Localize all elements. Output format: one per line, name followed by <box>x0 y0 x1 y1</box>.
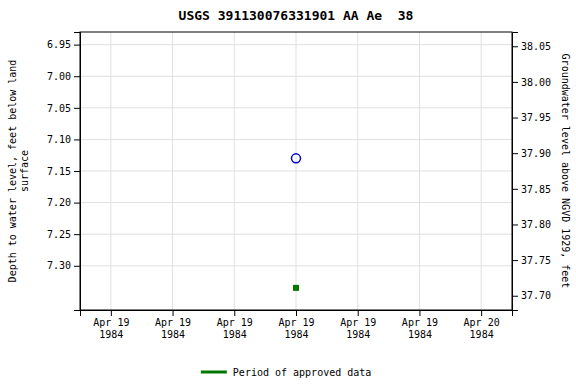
tick-label: 7.05 <box>47 103 71 114</box>
axis-line <box>81 311 513 317</box>
legend-label: Period of approved data <box>233 367 371 378</box>
tick-mark <box>512 296 518 297</box>
tick-label: Apr 191984 <box>402 317 438 340</box>
legend: Period of approved data <box>201 367 371 378</box>
tick: 6.95 <box>47 39 80 50</box>
tick-label: 7.25 <box>47 229 71 240</box>
tick: 7.15 <box>47 166 80 177</box>
tick-label: Apr 191984 <box>217 317 253 340</box>
tick-mark <box>74 139 80 140</box>
grid-line <box>296 32 297 310</box>
x-axis: Apr 191984 Apr 191984 Apr 191984 Apr 191984… <box>81 310 513 340</box>
tick-mark <box>74 203 80 204</box>
tick-mark <box>296 310 297 316</box>
y2-axis: 38.05 38.00 37.95 37.90 37.85 37.80 37.75 37.70 <box>512 33 551 311</box>
tick-mark <box>74 108 80 109</box>
tick-label: 7.20 <box>47 197 71 208</box>
grid-line <box>234 32 235 310</box>
tick: 38.00 <box>512 77 551 88</box>
tick-mark <box>234 310 235 316</box>
tick-label: 6.95 <box>47 39 71 50</box>
y-axis-title: Depth to water level, feet below landsur… <box>7 60 30 283</box>
tick-mark <box>481 310 482 316</box>
tick-mark <box>512 260 518 261</box>
tick: 7.05 <box>47 103 80 114</box>
axis-line <box>513 33 519 311</box>
tick-mark <box>512 153 518 154</box>
tick-label: Apr 191984 <box>340 317 376 340</box>
tick-label: Apr 191984 <box>93 317 129 340</box>
tick-mark <box>512 46 518 47</box>
tick-mark <box>111 310 112 316</box>
tick-label: Apr 191984 <box>155 317 191 340</box>
tick: 7.30 <box>47 260 80 271</box>
tick-mark <box>358 310 359 316</box>
tick: Apr 191984 <box>402 310 438 340</box>
grid-line <box>172 32 173 310</box>
tick: Apr 191984 <box>155 310 191 340</box>
tick-label: 38.05 <box>521 41 551 52</box>
tick-label: 37.95 <box>521 112 551 123</box>
tick-label: Apr 201984 <box>464 317 500 340</box>
tick-label: 7.10 <box>47 134 71 145</box>
point <box>292 154 301 163</box>
tick-mark <box>512 189 518 190</box>
tick-mark <box>74 76 80 77</box>
tick: 7.25 <box>47 229 80 240</box>
marks <box>292 154 301 291</box>
plot: Apr 191984 Apr 191984 Apr 191984 Apr 191984… <box>47 32 551 340</box>
legend-swatch <box>201 371 227 374</box>
tick: 38.05 <box>512 41 551 52</box>
tick: 7.10 <box>47 134 80 145</box>
tick: 37.85 <box>512 184 551 195</box>
axis-line <box>74 33 81 311</box>
tick-label: 37.80 <box>521 219 551 230</box>
grid-line <box>110 32 111 310</box>
tick-mark <box>419 310 420 316</box>
grid-line <box>481 32 482 310</box>
tick: 7.20 <box>47 197 80 208</box>
tick-label: 37.90 <box>521 148 551 159</box>
title: USGS 391130076331901 AA Ae 38 <box>179 8 414 23</box>
grid <box>80 32 512 310</box>
tick: Apr 191984 <box>217 310 253 340</box>
tick-label: 37.85 <box>521 184 551 195</box>
tick: 37.95 <box>512 112 551 123</box>
tick: 37.70 <box>512 290 551 301</box>
tick-mark <box>512 118 518 119</box>
grid-line <box>357 32 358 310</box>
tick: Apr 201984 <box>464 310 500 340</box>
tick-label: 37.70 <box>521 290 551 301</box>
tick: 37.80 <box>512 219 551 230</box>
chart: Apr 191984 Apr 191984 Apr 191984 Apr 191984… <box>0 0 576 384</box>
tick-mark <box>74 45 80 46</box>
tick-label: 38.00 <box>521 77 551 88</box>
tick: 37.75 <box>512 255 551 266</box>
tick-label: Apr 191984 <box>278 317 314 340</box>
tick: Apr 191984 <box>93 310 129 340</box>
tick-label: 7.15 <box>47 166 71 177</box>
tick-mark <box>512 82 518 83</box>
y2-axis-title: Groundwater level above NGVD 1929, feet <box>560 54 571 289</box>
tick-label: 37.75 <box>521 255 551 266</box>
tick-label: 7.30 <box>47 260 71 271</box>
tick-label: 7.00 <box>47 71 71 82</box>
tick: 7.00 <box>47 71 80 82</box>
tick: 37.90 <box>512 148 551 159</box>
y-axis: 6.95 7.00 7.05 7.10 7.15 7.20 7.25 7.30 <box>47 33 81 311</box>
tick-mark <box>74 266 80 267</box>
tick-mark <box>512 224 518 225</box>
grid-line <box>419 32 420 310</box>
tick-mark <box>74 171 80 172</box>
tick-mark <box>173 310 174 316</box>
point <box>293 285 299 291</box>
tick: Apr 191984 <box>340 310 376 340</box>
plot-frame <box>80 32 512 310</box>
tick: Apr 191984 <box>278 310 314 340</box>
tick-mark <box>74 234 80 235</box>
